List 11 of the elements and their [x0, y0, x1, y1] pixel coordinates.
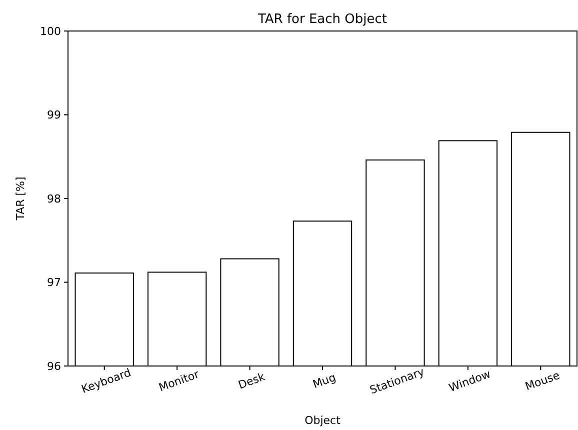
- x-axis-title: Object: [304, 414, 342, 427]
- y-tick-label: 99: [47, 108, 61, 122]
- y-tick-label: 96: [47, 360, 61, 373]
- y-tick-label: 100: [40, 24, 61, 38]
- x-tick-label: Mug: [311, 370, 338, 392]
- x-tick-label: Mouse: [523, 368, 562, 394]
- y-axis-title: TAR [%]: [14, 176, 27, 222]
- chart-title: TAR for Each Object: [256, 12, 388, 27]
- y-tick-label: 97: [47, 276, 61, 290]
- x-tick-label: Desk: [236, 370, 268, 392]
- y-tick-label: 98: [47, 192, 61, 206]
